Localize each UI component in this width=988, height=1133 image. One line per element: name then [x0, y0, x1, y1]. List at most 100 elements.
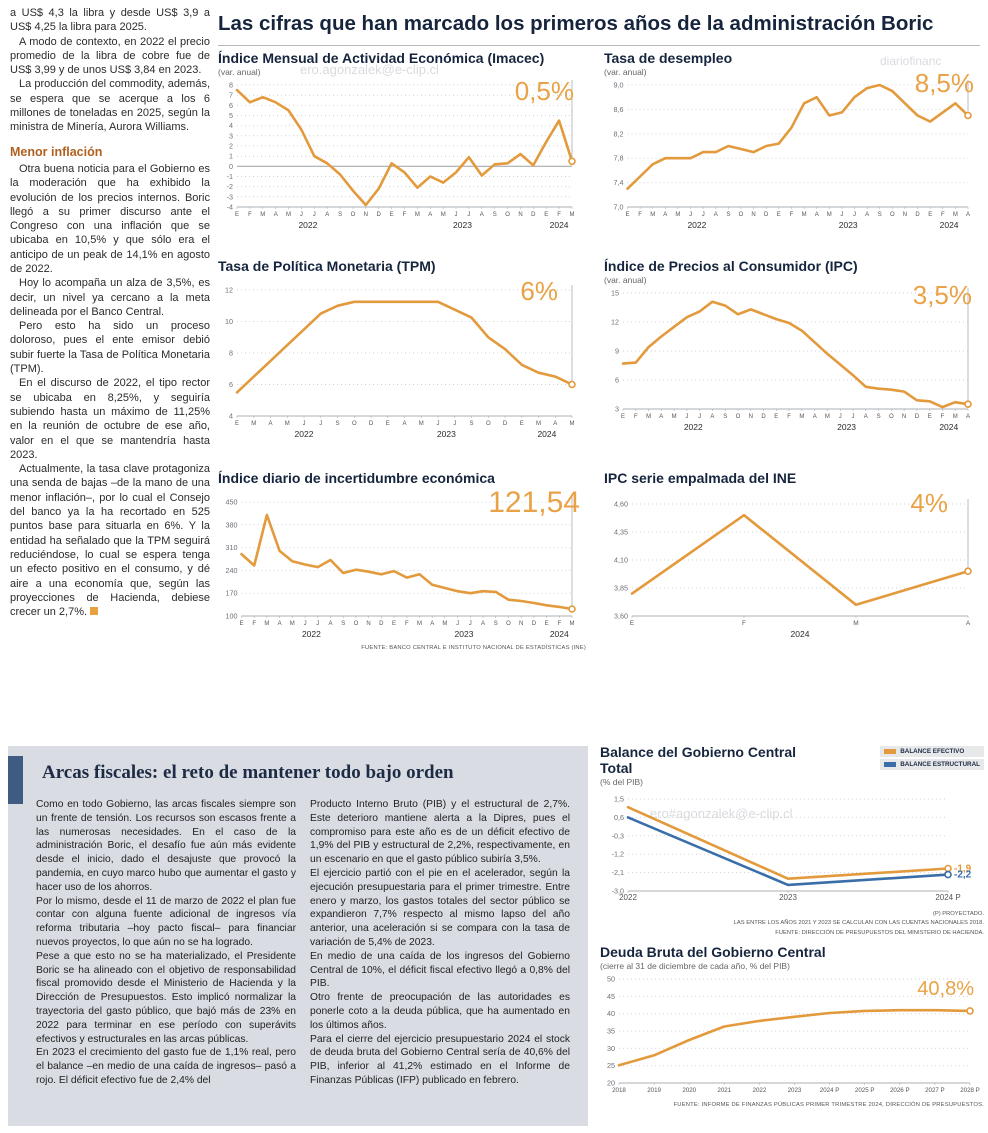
svg-text:N: N — [749, 414, 753, 420]
svg-text:2023: 2023 — [839, 220, 858, 230]
article-paragraph: Pese a que esto no se ha materializado, … — [36, 950, 296, 1045]
svg-text:E: E — [774, 414, 778, 420]
svg-text:S: S — [493, 212, 497, 218]
svg-text:2022: 2022 — [687, 220, 706, 230]
svg-text:240: 240 — [226, 566, 238, 575]
desempleo-line-chart: 9,08,68,27,87,47,0E F M A M J J A S O N D E F M A M J J A S O… — [614, 80, 972, 230]
svg-text:M: M — [415, 212, 420, 218]
svg-text:J: J — [300, 212, 303, 218]
chart-deuda-card: Deuda Bruta del Gobierno Central (cierre… — [600, 944, 984, 1108]
article-paragraph: En el discurso de 2022, el tipo rector s… — [10, 377, 210, 461]
svg-text:0: 0 — [229, 162, 233, 171]
svg-text:2023: 2023 — [455, 629, 474, 639]
svg-text:20: 20 — [607, 1079, 615, 1088]
svg-text:D: D — [377, 212, 382, 218]
svg-text:J: J — [455, 212, 458, 218]
chart-incertidumbre-card: Índice diario de incertidumbre económica… — [218, 470, 586, 651]
svg-text:2025 P: 2025 P — [855, 1087, 875, 1094]
fiscal-article-columns: Como en todo Gobierno, las arcas fiscale… — [8, 784, 588, 1088]
svg-text:40: 40 — [607, 1009, 615, 1018]
latest-value-label: 3,5% — [912, 280, 972, 310]
chart-title: Índice diario de incertidumbre económica — [218, 470, 495, 486]
svg-text:380: 380 — [226, 520, 238, 529]
svg-text:7: 7 — [229, 91, 233, 100]
svg-text:F: F — [634, 414, 638, 420]
svg-text:O: O — [505, 212, 510, 218]
svg-text:M: M — [853, 620, 858, 627]
balance-legend: BALANCE EFECTIVO BALANCE ESTRUCTURAL — [880, 746, 984, 772]
svg-text:-1: -1 — [227, 172, 233, 181]
article-paragraph: Otra buena noticia para el Gobierno es l… — [10, 162, 210, 275]
svg-text:A: A — [481, 621, 485, 627]
svg-text:M: M — [285, 421, 290, 427]
svg-text:7,4: 7,4 — [614, 178, 624, 187]
svg-text:M: M — [646, 414, 651, 420]
chart-balance-card: Balance del Gobierno Central Total (% de… — [600, 744, 984, 938]
svg-text:2024: 2024 — [550, 220, 569, 230]
svg-text:O: O — [506, 621, 511, 627]
fiscal-column-2: Producto Interno Bruto (PIB) y el estruc… — [310, 798, 570, 1088]
svg-text:M: M — [672, 414, 677, 420]
svg-text:A: A — [966, 414, 970, 420]
svg-text:4,10: 4,10 — [614, 556, 628, 565]
svg-text:12: 12 — [611, 318, 619, 327]
fiscal-article-title: Arcas fiscales: el reto de mantener todo… — [42, 762, 454, 783]
svg-text:N: N — [519, 621, 523, 627]
svg-text:2023: 2023 — [779, 893, 797, 902]
chart-subtitle: (% del PIB) — [600, 777, 643, 787]
chart-subtitle: (cierre al 31 de diciembre de cada año, … — [600, 961, 790, 971]
svg-text:N: N — [366, 621, 370, 627]
svg-text:2022: 2022 — [619, 893, 637, 902]
title-accent-bar — [8, 756, 23, 804]
svg-text:E: E — [520, 421, 524, 427]
svg-text:D: D — [531, 212, 536, 218]
svg-text:S: S — [726, 212, 730, 218]
latest-value-label: 4% — [910, 488, 948, 518]
svg-text:E: E — [544, 212, 548, 218]
chart-title: Balance del Gobierno Central Total — [600, 744, 797, 776]
svg-text:8: 8 — [229, 81, 233, 90]
svg-text:F: F — [941, 414, 945, 420]
svg-text:O: O — [739, 212, 744, 218]
svg-text:2024: 2024 — [550, 629, 569, 639]
svg-text:J: J — [303, 421, 306, 427]
svg-text:N: N — [903, 212, 907, 218]
note-line: LAS ENTRE LOS AÑOS 2021 Y 2023 SE CALCUL… — [733, 920, 984, 927]
svg-text:M: M — [290, 621, 295, 627]
svg-text:170: 170 — [226, 589, 238, 598]
svg-text:M: M — [441, 212, 446, 218]
svg-text:N: N — [902, 414, 906, 420]
svg-text:M: M — [650, 212, 655, 218]
svg-text:A: A — [268, 421, 272, 427]
svg-text:E: E — [928, 212, 932, 218]
svg-text:M: M — [953, 414, 958, 420]
left-article-column: a US$ 4,3 la libra y desde US$ 3,9 a US$… — [10, 6, 210, 619]
svg-text:2022: 2022 — [302, 629, 321, 639]
svg-text:M: M — [675, 212, 680, 218]
svg-text:J: J — [469, 621, 472, 627]
chart-title: Tasa de desempleo — [604, 50, 733, 66]
svg-text:D: D — [761, 414, 766, 420]
svg-text:6: 6 — [229, 101, 233, 110]
svg-text:15: 15 — [611, 289, 619, 298]
svg-text:M: M — [419, 421, 424, 427]
svg-text:F: F — [557, 621, 561, 627]
svg-text:50: 50 — [607, 975, 615, 984]
svg-text:-1,9: -1,9 — [954, 864, 972, 875]
legend-item-estructural: BALANCE ESTRUCTURAL — [880, 759, 984, 770]
chart-ipc-ine-card: IPC serie empalmada del INE 4% 4,60 4,35 4… — [604, 470, 982, 644]
estructural-swatch-icon — [884, 762, 897, 767]
svg-text:J: J — [319, 421, 322, 427]
svg-text:A: A — [815, 212, 819, 218]
article-paragraph: Pero esto ha sido un proceso doloroso, p… — [10, 320, 210, 376]
article-paragraph: a US$ 4,3 la libra y desde US$ 3,9 a US$… — [10, 7, 210, 34]
article-paragraph: Para el cierre del ejercicio presupuesta… — [310, 1033, 570, 1086]
svg-text:J: J — [437, 421, 440, 427]
article-paragraph: Como en todo Gobierno, las arcas fiscale… — [36, 799, 296, 893]
svg-text:O: O — [889, 414, 894, 420]
